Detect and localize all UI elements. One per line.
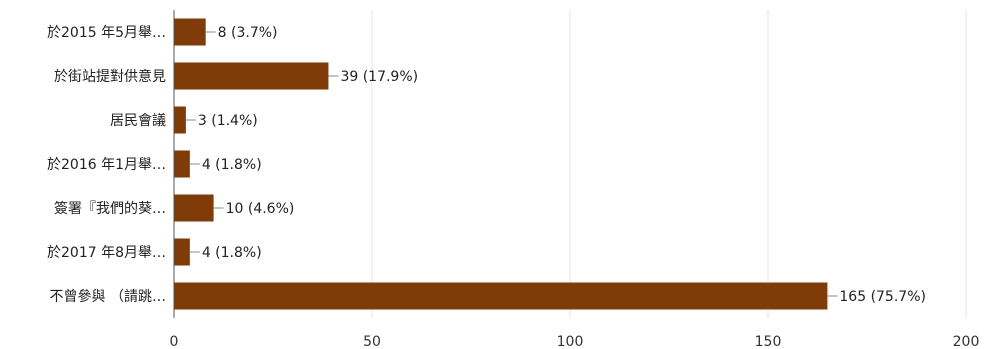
data-label: 39 (17.9%) <box>340 69 418 85</box>
category-label: 居民會議 <box>110 112 166 129</box>
category-label: 於街站提對供意見 <box>54 68 166 85</box>
bar <box>174 62 329 90</box>
data-label: 4 (1.8%) <box>202 157 262 173</box>
data-label: 8 (3.7%) <box>218 25 278 41</box>
data-label: 10 (4.6%) <box>226 201 295 217</box>
x-tick-label: 100 <box>557 334 584 349</box>
bar <box>174 106 186 134</box>
x-tick-label: 0 <box>170 334 179 349</box>
x-tick-label: 200 <box>953 334 980 349</box>
bar <box>174 18 206 46</box>
category-label: 於2017 年8月舉… <box>47 244 166 261</box>
category-label: 不曾參與 （請跳… <box>50 289 166 305</box>
bar <box>174 238 190 266</box>
bar <box>174 150 190 178</box>
category-label: 於2015 年5月舉… <box>47 24 166 41</box>
category-label: 於2016 年1月舉… <box>47 156 166 173</box>
x-axis-tick-labels: 0 50 100 150 200 <box>170 334 980 349</box>
data-labels: 8 (3.7%) 39 (17.9%) 3 (1.4%) 4 (1.8%) 10 (4.… <box>185 25 926 305</box>
data-label: 165 (75.7%) <box>839 289 926 305</box>
bar <box>174 194 214 222</box>
grid-lines <box>371 10 967 318</box>
category-label: 簽署『我們的葵… <box>54 200 166 217</box>
x-tick-label: 50 <box>363 334 381 349</box>
x-tick-label: 150 <box>755 334 782 349</box>
data-label: 3 (1.4%) <box>198 113 258 129</box>
bar <box>174 282 828 310</box>
data-label: 4 (1.8%) <box>202 245 262 261</box>
bars <box>174 18 828 310</box>
